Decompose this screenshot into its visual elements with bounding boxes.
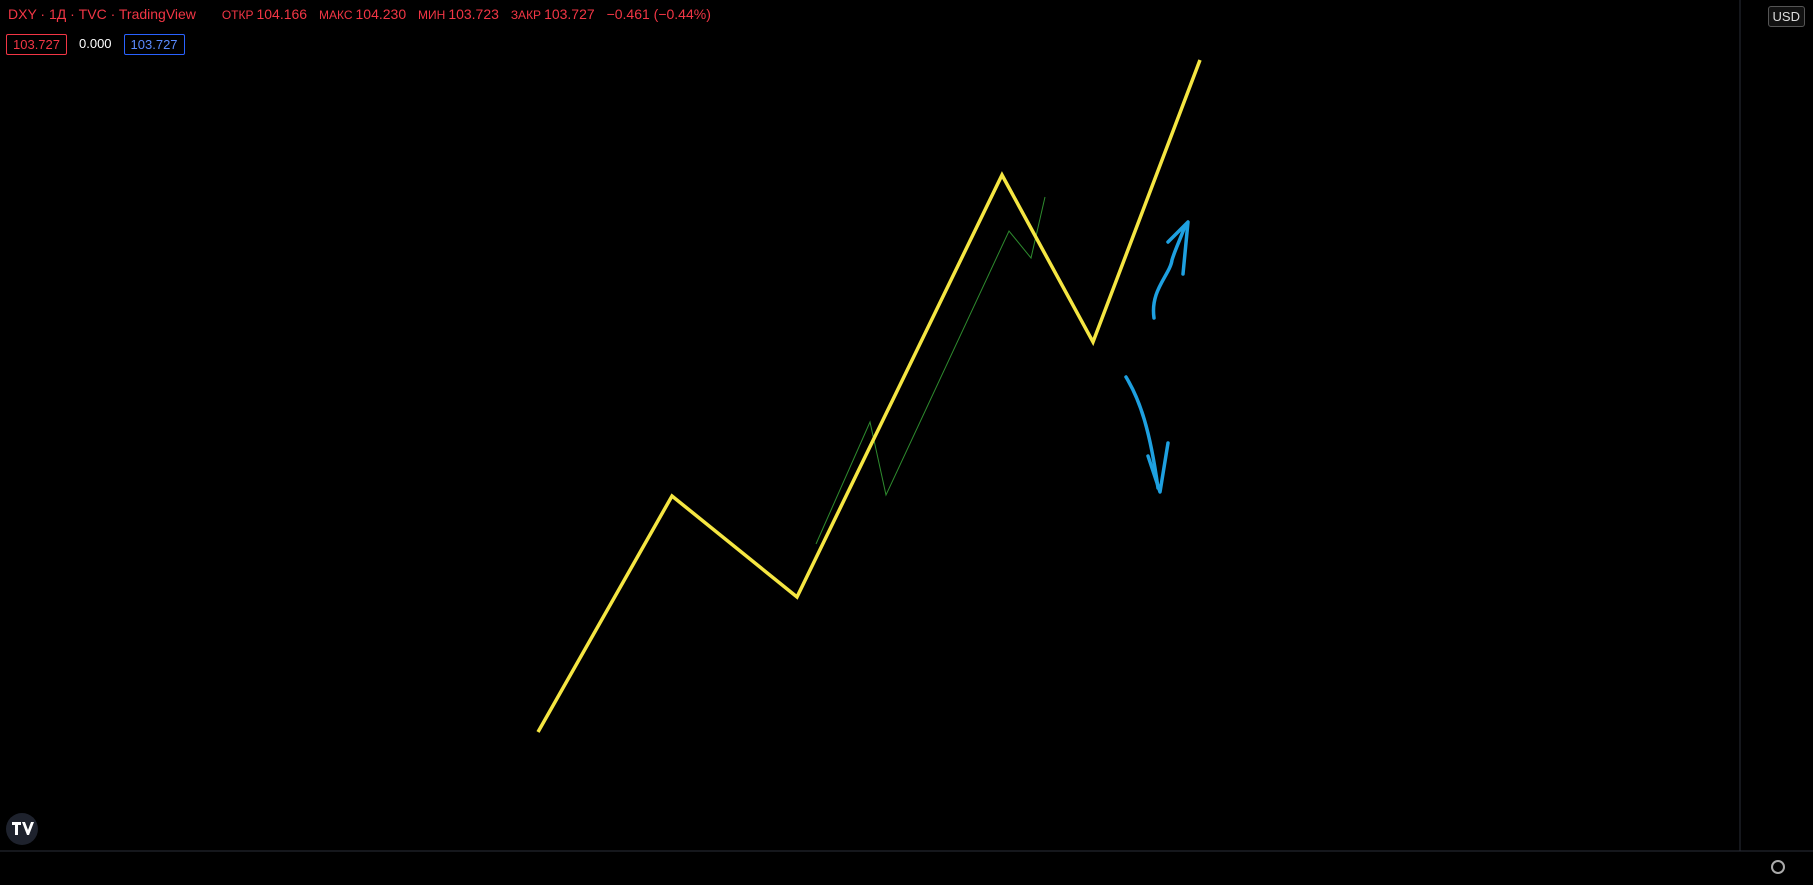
arrow-down bbox=[1124, 375, 1160, 490]
wave-structure bbox=[815, 196, 1046, 545]
ask[interactable]: 103.727 bbox=[123, 34, 185, 55]
quote-row: 103.727 0.000 103.727 bbox=[6, 34, 185, 55]
spread: 0.000 bbox=[79, 36, 112, 51]
drawings bbox=[536, 59, 1202, 733]
price-axis bbox=[1740, 0, 1813, 885]
symbol-title[interactable]: DXY · 1Д · TVC · TradingView bbox=[8, 6, 196, 22]
ohlc-label: ЗАКР bbox=[510, 8, 542, 22]
ohlc-value: 103.723 bbox=[448, 6, 499, 22]
ohlc-label: МИН bbox=[418, 8, 446, 22]
arrow-up-head bbox=[1166, 220, 1190, 276]
logo-circle bbox=[6, 813, 38, 845]
zigzag-drawing bbox=[536, 59, 1202, 733]
arrow-down-head bbox=[1146, 441, 1170, 494]
logo-mark bbox=[12, 822, 34, 835]
ohlc-value: 104.166 bbox=[256, 6, 308, 22]
ohlc-label: ОТКР bbox=[221, 8, 254, 22]
header: DXY · 1Д · TVC · TradingView ОТКР 104.166… bbox=[8, 6, 719, 22]
arrow-up bbox=[1151, 224, 1187, 320]
ohlc-value: 103.727 bbox=[544, 6, 595, 22]
change: −0.461 (−0.44%) bbox=[606, 6, 711, 22]
currency-button[interactable]: USD bbox=[1767, 6, 1805, 27]
bid[interactable]: 103.727 bbox=[6, 34, 67, 55]
settings-gear[interactable] bbox=[1771, 860, 1785, 874]
settings-icon[interactable] bbox=[1771, 860, 1785, 874]
ohlc-label: МАКС bbox=[318, 8, 353, 22]
ohlc-value: 104.230 bbox=[355, 6, 407, 22]
tv-logo bbox=[6, 813, 38, 845]
